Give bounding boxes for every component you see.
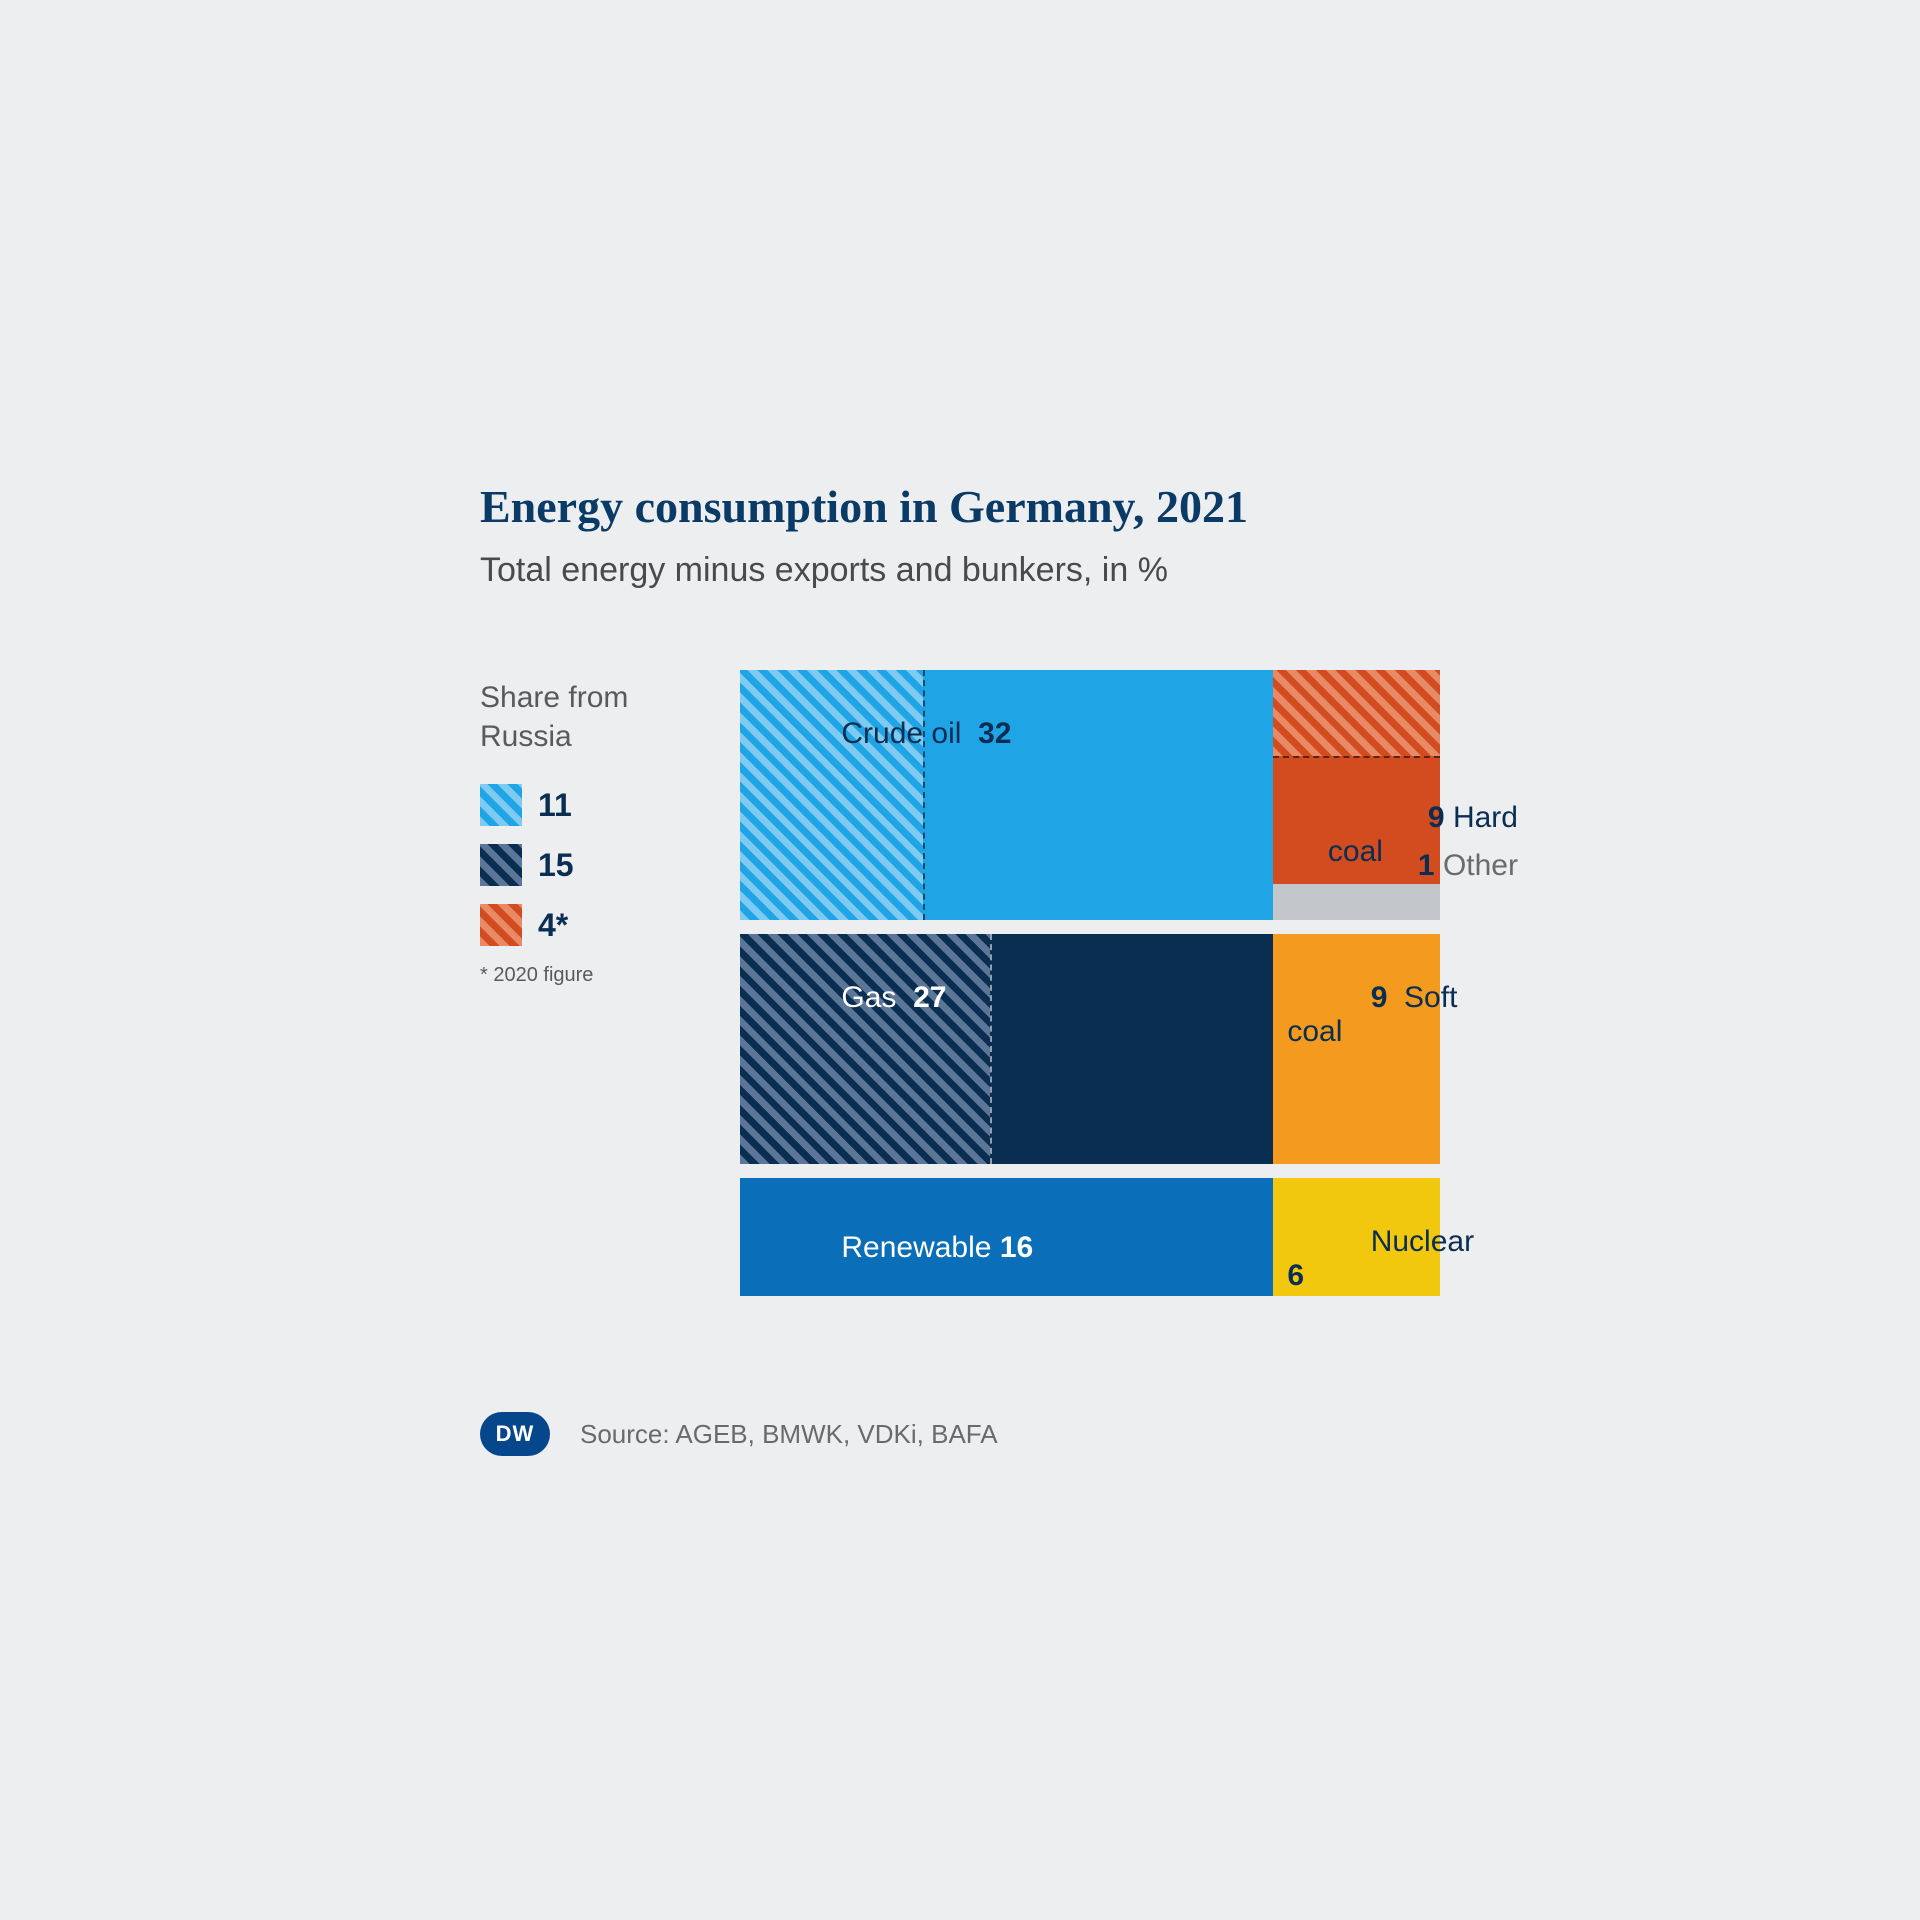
footer: DW Source: AGEB, BMWK, VDKi, BAFA	[480, 1412, 1440, 1456]
legend-swatch-gas	[480, 844, 522, 886]
chart-body: Crude oil 32 9 Hard coal 1 Other	[740, 670, 1440, 1296]
legend-value: 15	[538, 847, 574, 884]
cell-hard-coal-col: 9 Hard coal 1 Other	[1273, 670, 1440, 920]
label-text: Crude oil	[841, 717, 961, 750]
chart-content: Share from Russia 11 15 4* * 2020 figure	[480, 670, 1440, 1296]
label-value: 27	[913, 981, 946, 1014]
label-renewable: Renewable 16	[758, 1196, 1033, 1300]
legend: Share from Russia 11 15 4* * 2020 figure	[480, 670, 710, 1296]
label-text: Nuclear	[1371, 1225, 1474, 1258]
label-value: 32	[978, 717, 1011, 750]
label-value: 9	[1371, 981, 1388, 1014]
legend-value: 11	[538, 787, 572, 824]
legend-swatch-hard-coal	[480, 904, 522, 946]
legend-item: 11	[480, 784, 710, 826]
legend-item: 4*	[480, 904, 710, 946]
label-text: Gas	[841, 981, 896, 1014]
legend-value: 4*	[538, 907, 568, 944]
infographic-card: Energy consumption in Germany, 2021 Tota…	[420, 420, 1500, 1500]
chart-row-2: Gas 27 9 Soft coal	[740, 934, 1440, 1164]
chart-row-1: Crude oil 32 9 Hard coal 1 Other	[740, 670, 1440, 920]
label-nuclear: Nuclear 6	[1287, 1190, 1474, 1328]
label-soft-coal: 9 Soft coal	[1287, 946, 1457, 1084]
chart-title: Energy consumption in Germany, 2021	[480, 480, 1440, 533]
label-text: Other	[1443, 849, 1518, 882]
label-text: Renewable	[841, 1231, 991, 1264]
chart-row-3: Renewable 16 Nuclear6	[740, 1178, 1440, 1296]
label-other: 1 Other	[1318, 815, 1518, 919]
label-gas: Gas 27	[758, 946, 946, 1050]
source-text: Source: AGEB, BMWK, VDKi, BAFA	[580, 1419, 998, 1450]
russia-divider-hard-coal	[1273, 756, 1440, 758]
label-value: 16	[1000, 1231, 1033, 1264]
dw-logo-icon: DW	[480, 1412, 550, 1456]
label-value: 1	[1418, 849, 1435, 882]
label-value: 6	[1287, 1259, 1304, 1292]
legend-swatch-crude-oil	[480, 784, 522, 826]
legend-footnote: * 2020 figure	[480, 964, 710, 987]
chart-subtitle: Total energy minus exports and bunkers, …	[480, 551, 1440, 590]
legend-title: Share from Russia	[480, 678, 710, 756]
russia-divider-gas	[990, 934, 992, 1164]
label-crude-oil: Crude oil 32	[758, 682, 1011, 786]
legend-item: 15	[480, 844, 710, 886]
